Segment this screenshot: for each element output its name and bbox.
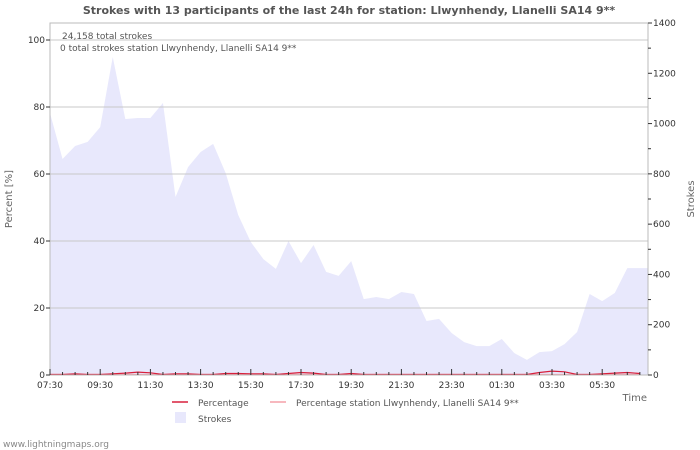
x-tick-label: 01:30	[489, 381, 515, 391]
y-right-tick-label: 1400	[653, 19, 676, 29]
y-left-label: Percent [%]	[4, 170, 15, 228]
y-right-tick-label: 400	[653, 270, 670, 280]
x-tick-label: 11:30	[137, 381, 163, 391]
x-axis-label: Time	[622, 393, 647, 404]
y-right-tick-label: 600	[653, 220, 670, 230]
legend-station-percentage-label: Percentage station Llwynhendy, Llanelli …	[296, 399, 519, 409]
y-right-tick-label: 1000	[653, 120, 676, 130]
y-left-tick-label: 0	[39, 371, 45, 381]
legend-percentage-label: Percentage	[198, 399, 249, 409]
y-left-tick-label: 60	[34, 170, 46, 180]
y-left-tick-label: 80	[34, 103, 46, 113]
legend: Percentage Percentage station Llwynhendy…	[172, 399, 519, 425]
x-tick-label: 07:30	[37, 381, 63, 391]
y-right-tick-label: 1200	[653, 69, 676, 79]
legend-strokes-swatch	[175, 412, 186, 423]
y-right-tick-label: 800	[653, 170, 670, 180]
x-tick-label: 05:30	[589, 381, 615, 391]
y-left-tick-label: 100	[28, 36, 45, 46]
total-strokes-annotation: 24,158 total strokes	[62, 32, 152, 42]
station-strokes-annotation: 0 total strokes station Llwynhendy, Llan…	[60, 44, 297, 54]
x-tick-label: 23:30	[439, 381, 465, 391]
x-tick-label: 09:30	[87, 381, 113, 391]
chart-title: Strokes with 13 participants of the last…	[83, 4, 616, 17]
x-tick-label: 15:30	[238, 381, 264, 391]
legend-strokes-label: Strokes	[198, 415, 232, 425]
y-left-tick-label: 40	[34, 237, 46, 247]
x-tick-label: 13:30	[188, 381, 214, 391]
footer-site-link[interactable]: www.lightningmaps.org	[3, 440, 109, 450]
y-right-tick-label: 200	[653, 321, 670, 331]
x-tick-label: 19:30	[338, 381, 364, 391]
y-left-tick-label: 20	[34, 304, 46, 314]
x-tick-label: 03:30	[539, 381, 565, 391]
y-right-tick-label: 0	[653, 371, 659, 381]
x-tick-label: 21:30	[388, 381, 414, 391]
x-tick-label: 17:30	[288, 381, 314, 391]
percentage-line	[50, 370, 640, 376]
strokes-area	[50, 56, 648, 375]
y-right-label: Strokes	[686, 180, 697, 217]
